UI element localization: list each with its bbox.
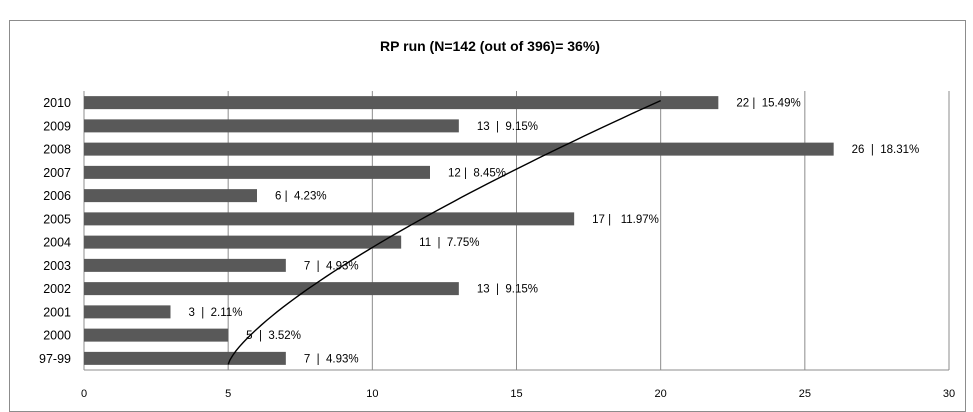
- y-tick-label: 2002: [43, 282, 71, 296]
- bar-series: [84, 96, 834, 365]
- data-label: 26 | 18.31%: [852, 144, 920, 156]
- bar-2004: [84, 235, 402, 249]
- data-label: 22 | 15.49%: [736, 98, 800, 110]
- x-tick-label: 25: [799, 388, 811, 400]
- bar-2003: [84, 258, 286, 272]
- y-tick-label: 2009: [43, 119, 71, 133]
- y-tick-label: 2000: [43, 329, 71, 343]
- y-tick-label: 2007: [43, 166, 71, 180]
- y-tick-label: 2008: [43, 143, 71, 157]
- x-tick-label: 20: [655, 388, 667, 400]
- y-tick-label: 2006: [43, 189, 71, 203]
- x-tick-label: 5: [225, 388, 231, 400]
- chart-title: RP run (N=142 (out of 396)= 36%): [380, 38, 600, 54]
- y-tick-label: 2010: [43, 96, 71, 110]
- bar-2010: [84, 96, 719, 110]
- y-tick-label: 2004: [43, 236, 71, 250]
- x-axis-labels: 0 5 10 15 20 25 30: [81, 388, 955, 400]
- data-labels: 22 | 15.49% 13 | 9.15% 26 | 18.31% 12 | 8.4…: [189, 98, 920, 366]
- trend-curve: [227, 99, 661, 365]
- data-label: 13 | 9.15%: [477, 121, 538, 133]
- trend-curve-layer: [227, 99, 661, 365]
- bar-2007: [84, 165, 430, 179]
- y-tick-label: 2003: [43, 259, 71, 273]
- data-label: 11 | 7.75%: [419, 237, 479, 249]
- data-label: 17 | 11.97%: [592, 214, 659, 226]
- y-tick-label: 97-99: [39, 352, 71, 366]
- y-tick-label: 2001: [43, 305, 71, 319]
- data-label: 7 | 4.93%: [304, 353, 359, 365]
- x-tick-label: 30: [943, 388, 955, 400]
- bar-97-99: [84, 351, 286, 365]
- bar-2008: [84, 142, 834, 156]
- grid-lines: [83, 91, 950, 371]
- x-tick-label: 10: [366, 388, 378, 400]
- data-label: 12 | 8.45%: [448, 167, 506, 179]
- bar-2001: [84, 305, 171, 319]
- x-tick-label: 15: [510, 388, 522, 400]
- data-label: 3 | 2.11%: [189, 307, 243, 319]
- bar-2009: [84, 119, 459, 133]
- y-axis-labels: 2010 2009 2008 2007 2006 2005 2004 2003 2002 2001…: [39, 96, 71, 366]
- y-tick-label: 2005: [43, 212, 71, 226]
- data-label: 6 | 4.23%: [275, 191, 327, 203]
- bar-2002: [84, 282, 459, 296]
- bar-2005: [84, 212, 575, 226]
- x-tick-label: 0: [81, 388, 87, 400]
- bar-2000: [84, 328, 229, 342]
- data-label: 13 | 9.15%: [477, 284, 538, 296]
- data-label: 5 | 3.52%: [246, 330, 301, 342]
- bar-2006: [84, 189, 257, 203]
- data-label: 7 | 4.93%: [304, 260, 359, 272]
